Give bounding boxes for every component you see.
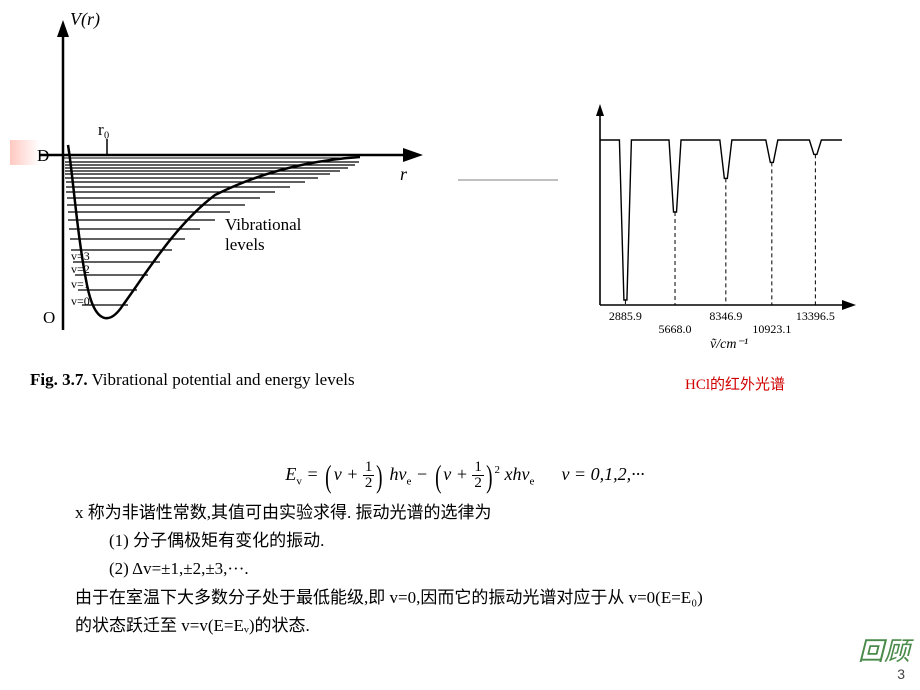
- para-2b: 的状态跃迁至 v=v(E=Eᵥ)的状态.: [75, 612, 865, 640]
- x-axis-label: r: [400, 164, 408, 184]
- y-axis-label: V(r): [70, 9, 100, 30]
- svg-text:5668.0: 5668.0: [659, 322, 692, 336]
- slide-number: 3: [897, 666, 905, 682]
- v0-label: v=0: [71, 294, 90, 308]
- arrow-connector: [458, 179, 558, 181]
- figure-caption-bold: Fig. 3.7.: [30, 370, 88, 389]
- energy-equation: Ev = (v + 12) hνe − (v + 12)2 xhνe v = 0…: [65, 460, 865, 491]
- v2-label: v=2: [71, 262, 90, 276]
- spectrum-caption: HCl的红外光谱: [685, 373, 785, 394]
- levels-label-1: Vibrational: [225, 215, 302, 234]
- text-body: Ev = (v + 12) hνe − (v + 12)2 xhνe v = 0…: [65, 460, 865, 640]
- d-label: D: [37, 146, 49, 165]
- spectrum-x-label: ṽ/cm⁻¹: [710, 337, 748, 350]
- potential-energy-diagram: V(r) r D O r₀: [15, 5, 445, 375]
- figure-area: V(r) r D O r₀: [0, 0, 920, 400]
- review-label: 回顾: [858, 631, 910, 668]
- o-label: O: [43, 308, 55, 327]
- levels-label-2: levels: [225, 235, 265, 254]
- spectrum-annotations: 2885.9 5668.0 8346.9 10923.1 13396.5: [609, 154, 835, 336]
- vibrational-levels-group: [65, 162, 359, 305]
- v1-label: v=1: [71, 277, 90, 291]
- rule-1: (1) 分子偶极矩有变化的振动.: [109, 527, 865, 555]
- figure-caption: Fig. 3.7. Vibrational potential and ener…: [30, 370, 355, 390]
- ir-spectrum-diagram: 2885.9 5668.0 8346.9 10923.1 13396.5 ṽ/cm⁻¹: [580, 100, 860, 350]
- v3-label: v=3: [71, 249, 90, 263]
- para-2a: 由于在室温下大多数分子处于最低能级,即 v=0,因而它的振动光谱对应于从 v=0…: [75, 584, 865, 612]
- para-1: x 称为非谐性常数,其值可由实验求得. 振动光谱的选律为: [75, 499, 865, 527]
- svg-text:2885.9: 2885.9: [609, 309, 642, 323]
- svg-text:13396.5: 13396.5: [796, 309, 835, 323]
- svg-text:8346.9: 8346.9: [709, 309, 742, 323]
- rule-2: (2) Δv=±1,±2,±3,···.: [109, 555, 865, 583]
- spectrum-trace: [600, 140, 842, 300]
- r0-label: r₀: [98, 120, 110, 139]
- svg-text:10923.1: 10923.1: [752, 322, 791, 336]
- figure-caption-text: Vibrational potential and energy levels: [88, 370, 355, 389]
